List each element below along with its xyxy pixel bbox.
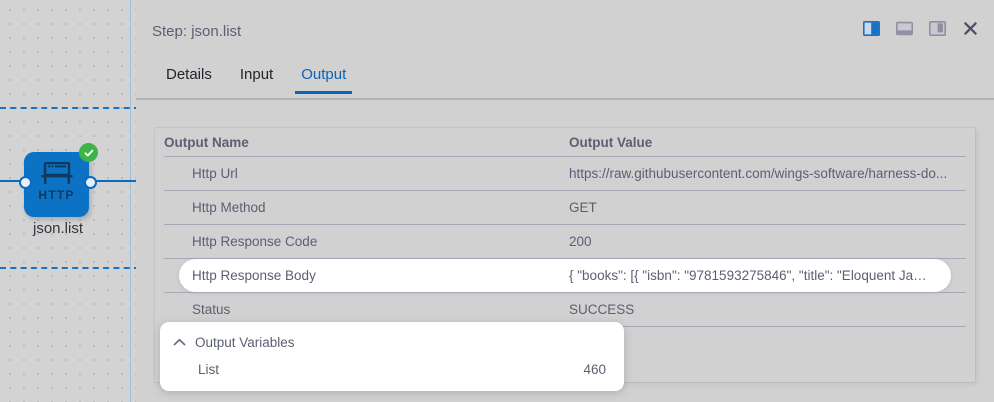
table-row[interactable]: Http Method GET xyxy=(155,191,975,224)
canvas-selection-boundary-top xyxy=(0,107,140,109)
cell-output-name: Http Url xyxy=(192,166,238,181)
http-node-icon xyxy=(24,162,89,188)
cell-output-name: Http Response Code xyxy=(192,234,318,249)
table-divider xyxy=(164,258,966,259)
connector-line-out xyxy=(89,180,140,182)
node-name-label: json.list xyxy=(32,220,84,237)
side-drawer-layout-icon[interactable] xyxy=(927,18,947,38)
table-divider xyxy=(164,190,966,191)
pipeline-canvas[interactable]: HTTP json.list xyxy=(0,0,140,402)
table-divider xyxy=(164,156,966,157)
tab-output[interactable]: Output xyxy=(287,66,360,94)
cell-output-value: 200 xyxy=(569,234,592,249)
cell-output-value: GET xyxy=(569,200,597,215)
table-header-row: Output Name Output Value xyxy=(155,128,975,156)
close-icon[interactable] xyxy=(960,18,980,38)
cell-output-name: Status xyxy=(192,302,231,317)
output-variable-value: 460 xyxy=(583,362,606,377)
pipeline-node-json-list[interactable]: HTTP xyxy=(24,143,98,217)
table-row[interactable]: Http Url https://raw.githubusercontent.c… xyxy=(155,157,975,190)
column-header-output-name: Output Name xyxy=(164,134,249,150)
panel-title: Step: json.list xyxy=(152,23,242,40)
table-divider xyxy=(164,292,966,293)
column-header-output-value: Output Value xyxy=(569,134,653,150)
node-port-out[interactable] xyxy=(84,176,97,189)
tabs-divider xyxy=(136,98,994,100)
table-row[interactable]: Http Response Code 200 xyxy=(155,225,975,258)
cell-output-name: Http Response Body xyxy=(192,268,316,283)
output-variable-row[interactable]: List 460 xyxy=(160,356,624,383)
cell-output-value: SUCCESS xyxy=(569,302,635,317)
canvas-guide-line xyxy=(130,0,131,402)
node-type-label: HTTP xyxy=(38,188,75,202)
tab-input[interactable]: Input xyxy=(239,66,274,83)
panel-header: Step: json.list xyxy=(136,0,994,66)
output-variables-toggle[interactable]: Output Variables xyxy=(160,328,624,356)
node-port-in[interactable] xyxy=(19,176,32,189)
panel-header-actions xyxy=(861,18,980,38)
table-row-selected[interactable]: Http Response Body { "books": [{ "isbn":… xyxy=(179,259,951,292)
panel-tabs: Details Input Output xyxy=(136,66,994,99)
output-variables-title: Output Variables xyxy=(195,334,295,350)
canvas-selection-boundary-bottom xyxy=(0,267,140,269)
connector-line-in xyxy=(0,180,24,182)
table-divider xyxy=(164,224,966,225)
bottom-panel-layout-icon[interactable] xyxy=(894,18,914,38)
output-variable-key: List xyxy=(198,362,220,377)
tab-details[interactable]: Details xyxy=(166,66,212,83)
cell-output-value: { "books": [{ "isbn": "9781593275846", "… xyxy=(569,268,951,283)
cell-output-value: https://raw.githubusercontent.com/wings-… xyxy=(569,166,948,181)
output-variables-card: Output Variables List 460 xyxy=(160,322,624,391)
cell-output-name: Http Method xyxy=(192,200,266,215)
success-check-icon xyxy=(79,143,98,162)
right-panel-layout-icon[interactable] xyxy=(861,18,881,38)
chevron-up-icon xyxy=(170,333,188,351)
